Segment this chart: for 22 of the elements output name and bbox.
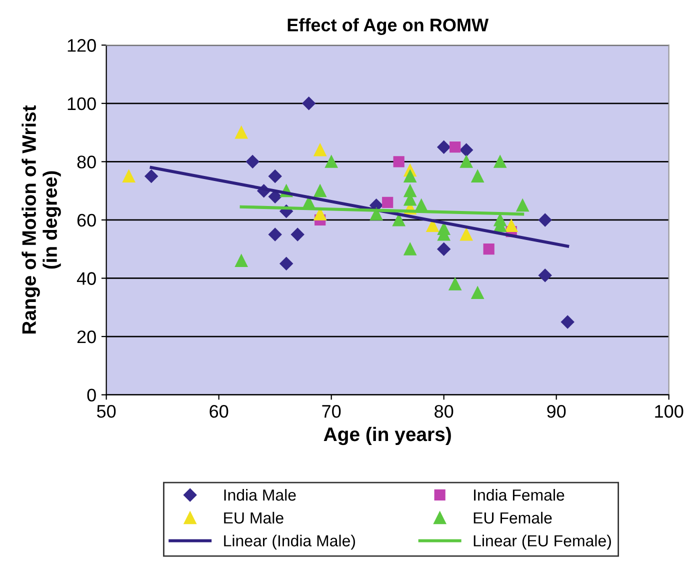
y-tick-label: 60 [77,214,96,227]
x-tick-label: 90 [547,405,566,418]
x-tick-label: 100 [655,405,684,418]
y-tick-label: 80 [77,156,96,168]
chart-title: Effect of Age on ROMW [288,18,489,36]
x-tick-label: 80 [434,405,454,418]
legend-label: India Male [224,488,296,501]
y-tick-label: 100 [68,97,96,110]
legend-label: EU Female [474,512,552,524]
y-tick-label: 20 [77,330,96,344]
x-axis-title: Age (in years) [324,426,451,446]
legend-label: EU Male [224,512,284,524]
legend-label: Linear (India Male) [224,534,355,550]
x-tick-label: 50 [97,405,116,418]
x-tick-label: 60 [210,405,228,418]
legend-label: India Female [474,488,564,501]
x-tick-label: 70 [322,405,341,418]
y-tick-label: 40 [76,272,96,285]
legend-label: Linear (EU Female) [474,534,611,550]
y-tick-label: 120 [68,39,96,52]
y-axis-title: Range of Motion of Wrist (in degree) [22,105,61,334]
y-tick-label: 0 [87,388,96,402]
